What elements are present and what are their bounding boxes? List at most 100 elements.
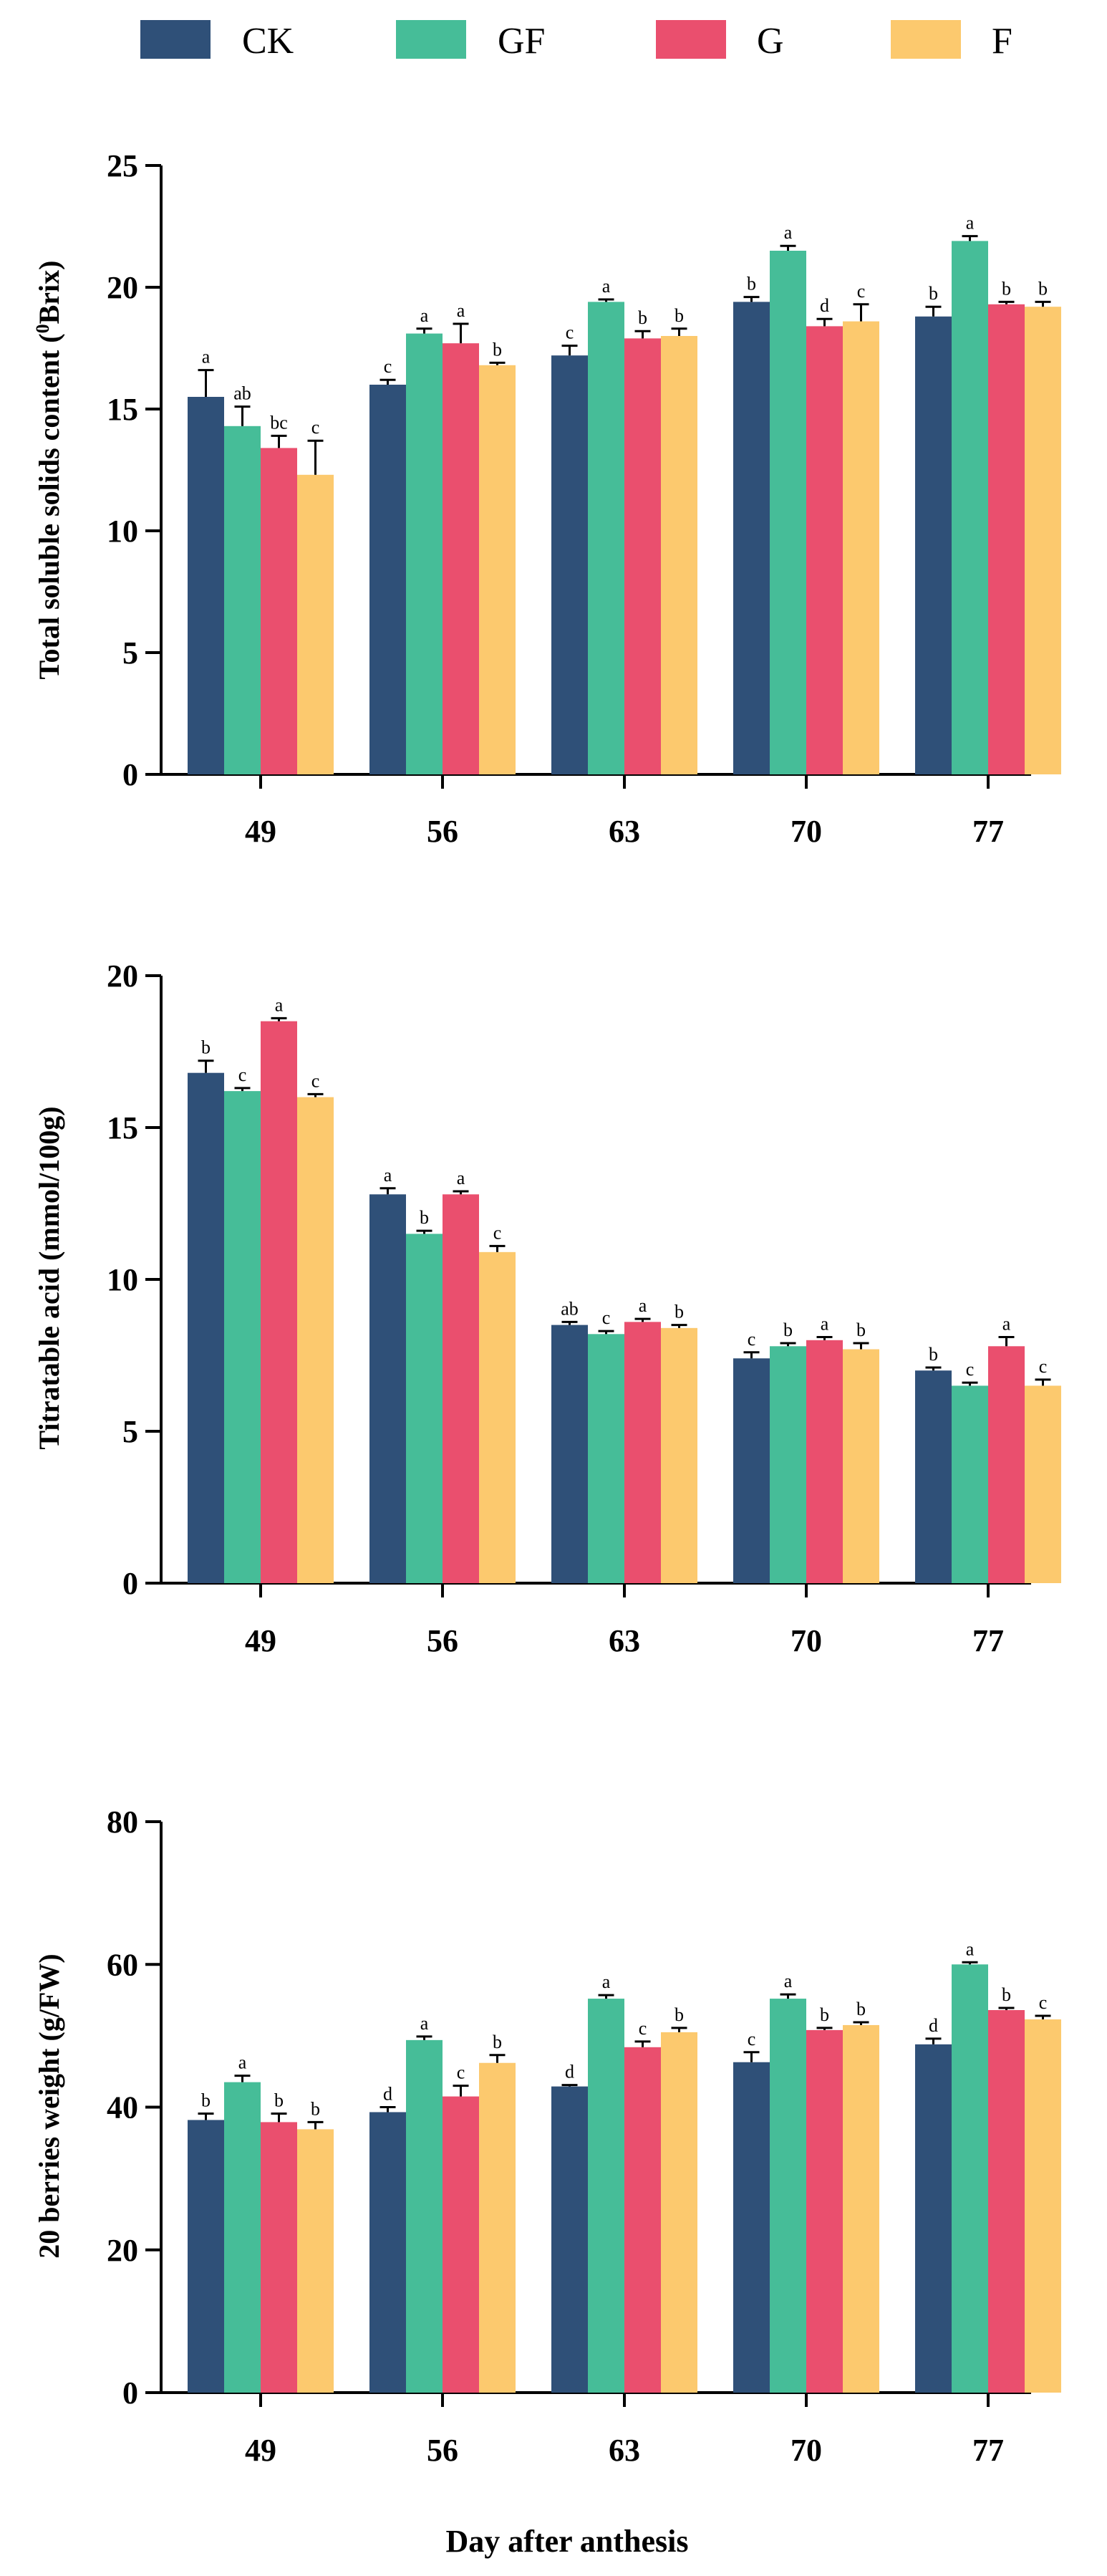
bar-f-56 [479, 1251, 516, 1583]
y-tick-label: 0 [122, 1566, 138, 1601]
legend-label-g: G [757, 21, 784, 62]
significance-label: c [493, 1222, 502, 1243]
x-tick-label: 70 [791, 2433, 822, 2468]
bar-f-56 [479, 365, 516, 774]
x-tick-label: 77 [972, 1623, 1004, 1658]
significance-label: a [602, 1971, 611, 1992]
significance-label: b [856, 1320, 866, 1340]
x-tick-label: 63 [609, 1623, 640, 1658]
bar-ck-56 [369, 385, 406, 774]
significance-label: bc [270, 412, 288, 433]
significance-label: c [1039, 1356, 1048, 1377]
x-tick-label: 70 [791, 814, 822, 849]
y-tick-label: 20 [107, 2233, 138, 2268]
significance-label: d [565, 2062, 574, 2082]
bar-ck-63 [551, 2086, 588, 2393]
bar-f-70 [843, 1349, 879, 1583]
significance-label: b [1038, 278, 1048, 299]
significance-label: ab [233, 383, 251, 404]
significance-label: a [821, 1314, 829, 1335]
bar-ck-49 [188, 1072, 224, 1583]
y-tick-label: 80 [107, 1804, 138, 1840]
bar-g-63 [624, 1322, 661, 1583]
bar-g-77 [988, 2010, 1025, 2393]
significance-label: c [311, 1070, 320, 1091]
bar-f-77 [1025, 307, 1061, 774]
significance-label: b [493, 2032, 502, 2052]
bar-g-63 [624, 338, 661, 774]
bar-gf-77 [952, 1385, 988, 1583]
significance-label: b [311, 2098, 320, 2119]
bar-gf-63 [588, 302, 624, 774]
legend-swatch-gf [396, 20, 466, 59]
bar-f-56 [479, 2062, 516, 2393]
significance-label: b [675, 2004, 684, 2025]
x-tick-label: 63 [609, 814, 640, 849]
significance-label: b [1002, 1984, 1011, 2005]
y-tick-label: 10 [107, 1262, 138, 1297]
y-axis-label: Total soluble solids content (0Brix) [32, 261, 66, 680]
bar-ck-56 [369, 1194, 406, 1583]
legend-swatch-f [891, 20, 961, 59]
significance-label: a [784, 1971, 793, 1991]
y-tick-label: 15 [107, 1110, 138, 1145]
significance-label: a [457, 300, 465, 321]
significance-label: b [929, 1344, 938, 1365]
chart-titratable-acid: 0 5 10 15 20 Titratable acid (mmol/100g) 49 b c a… [33, 958, 1061, 1658]
significance-label: a [1002, 1314, 1011, 1335]
significance-label: b [1002, 278, 1011, 299]
significance-label: a [784, 222, 793, 243]
significance-label: b [201, 2090, 211, 2110]
bar-g-49 [261, 1021, 297, 1583]
significance-label: a [420, 305, 429, 326]
significance-label: b [493, 339, 502, 360]
bar-ck-63 [551, 355, 588, 774]
bar-ck-70 [733, 302, 770, 774]
y-tick-label: 0 [122, 2375, 138, 2411]
bar-gf-70 [770, 251, 806, 774]
bar-ck-49 [188, 397, 224, 774]
bar-g-70 [806, 2029, 843, 2393]
y-tick-label: 5 [122, 635, 138, 671]
y-tick-label: 5 [122, 1414, 138, 1449]
bar-f-70 [843, 321, 879, 775]
x-tick-label: 77 [972, 814, 1004, 849]
bar-gf-56 [406, 333, 443, 775]
x-tick-label: 49 [245, 2433, 276, 2468]
y-tick-label: 60 [107, 1947, 138, 1982]
y-axis-label: Titratable acid (mmol/100g) [33, 1106, 65, 1449]
y-tick-label: 10 [107, 514, 138, 549]
bar-g-49 [261, 2122, 297, 2393]
bar-f-63 [661, 2032, 697, 2393]
y-axis-label: 20 berries weight (g/FW) [33, 1953, 65, 2258]
significance-label: c [457, 2062, 465, 2083]
significance-label: a [639, 1295, 647, 1316]
significance-label: c [1039, 1992, 1048, 2013]
legend-swatch-g [656, 20, 726, 59]
bar-f-63 [661, 1327, 697, 1583]
x-tick-label: 49 [245, 1623, 276, 1658]
bar-gf-56 [406, 2039, 443, 2393]
legend-label-f: F [992, 21, 1012, 62]
significance-label: c [639, 2018, 647, 2039]
significance-label: b [675, 305, 684, 326]
significance-label: a [966, 1938, 975, 1959]
bar-ck-77 [915, 316, 952, 774]
significance-label: d [929, 2015, 938, 2036]
chart-total-soluble-solids: 0 5 10 15 20 25 Total soluble solids content (… [32, 148, 1061, 849]
significance-label: b [675, 1302, 684, 1322]
y-tick-label: 25 [107, 148, 138, 183]
x-tick-label: 56 [427, 2433, 458, 2468]
legend: CK GF G F [140, 20, 1012, 62]
bar-gf-77 [952, 241, 988, 774]
significance-label: b [856, 1999, 866, 2019]
significance-label: c [238, 1064, 247, 1085]
bar-f-70 [843, 2024, 879, 2393]
significance-label: a [384, 1165, 392, 1186]
y-tick-label: 20 [107, 958, 138, 994]
legend-swatch-ck [140, 20, 211, 59]
x-tick-label: 56 [427, 1623, 458, 1658]
bar-g-70 [806, 1340, 843, 1583]
bar-gf-70 [770, 1999, 806, 2393]
significance-label: b [783, 1320, 793, 1340]
